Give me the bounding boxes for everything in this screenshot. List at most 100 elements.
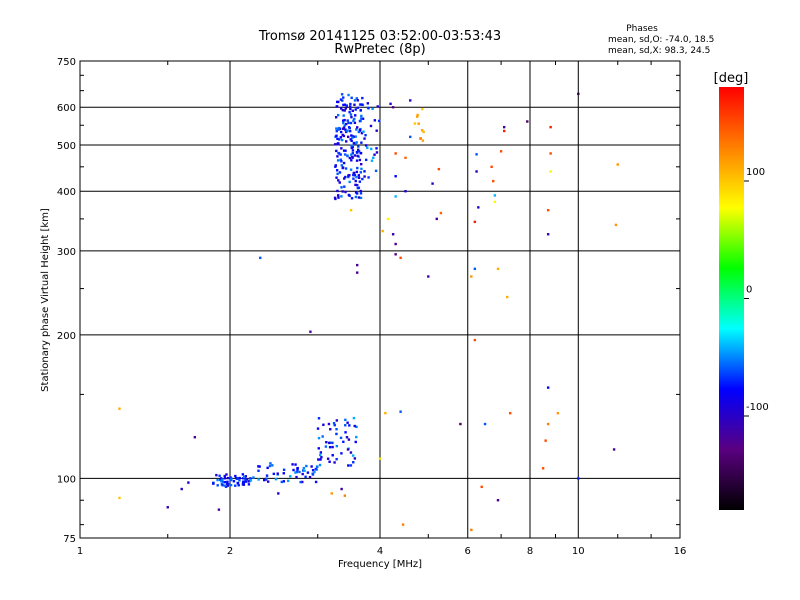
data-point [394,195,397,198]
cluster-point [337,126,341,130]
data-point [546,386,550,389]
cluster-point [363,137,366,140]
cluster-point [346,421,349,424]
data-point [526,120,529,123]
cluster-point [344,418,347,422]
data-point [381,229,384,233]
cluster-point [301,472,304,476]
x-tick-label: 2 [227,546,233,557]
cluster-point [351,155,354,159]
cluster-point [351,149,355,152]
cluster-point [295,470,298,474]
cluster-point [295,475,298,479]
cluster-point [341,166,345,169]
cluster-point [345,122,348,126]
cluster-point [361,96,364,100]
data-point [505,295,509,299]
cluster-point [348,127,351,130]
cluster-point [364,133,367,137]
cluster-point [242,483,246,486]
cluster-point [238,476,241,480]
cluster-point [344,175,347,179]
cluster-point [361,103,365,107]
data-point [473,220,477,224]
data-point [546,422,550,426]
cluster-point [257,469,260,472]
cluster-point [356,166,359,170]
cluster-point [338,171,342,174]
data-point [477,206,480,209]
cluster-point [370,147,373,151]
cluster-point [328,441,331,445]
cluster-point [219,477,223,480]
cluster-point [344,190,347,194]
cluster-point [359,189,362,193]
cluster-point [337,179,340,182]
cluster-point [252,476,255,479]
data-point [180,487,183,491]
cluster-point [236,481,240,485]
cluster-point [336,172,339,176]
cluster-point [339,98,343,101]
cluster-point [343,109,346,112]
cluster-point [358,103,362,106]
cluster-point [353,99,357,102]
cluster-point [333,461,336,464]
cluster-point [226,480,229,484]
y-tick-label: 600 [57,103,76,114]
cluster-point [226,482,229,485]
cluster-point [336,194,340,197]
cluster-point [341,119,345,122]
axis-ticks: 1 2 4 6 8 10 16 75 100 200 300 400 500 600 750 [57,57,686,557]
cluster-point [306,471,310,474]
colorbar-ticks: 100 0 -100 [744,167,769,417]
data-point [475,153,478,156]
cluster-point [343,177,346,180]
cluster-point [345,105,349,109]
cluster-point [244,480,247,483]
data-point [437,167,441,171]
cluster-point [360,103,363,106]
data-point [259,256,262,260]
cluster-point [345,104,348,107]
cluster-point [367,107,370,110]
cluster-point [234,474,237,478]
cluster-point [341,108,345,112]
cluster-point [349,121,353,125]
colorbar-tick-label: 100 [746,167,765,178]
cluster-point [241,481,245,485]
cluster-point [291,463,294,466]
cluster-point [422,130,425,134]
cluster-point [350,146,353,150]
cluster-point [357,186,361,190]
cluster-point [360,117,363,120]
cluster-point [230,477,233,480]
cluster-point [351,173,355,177]
cluster-point [356,183,359,187]
colorbar-tick-label: -100 [746,402,769,413]
cluster-point [238,479,241,482]
cluster-point [212,482,215,485]
cluster-point [340,186,343,189]
cluster-point [223,474,226,478]
cluster-point [354,108,357,111]
cluster-point [320,456,323,459]
cluster-point [374,169,378,173]
cluster-point [419,137,422,140]
cluster-point [351,151,355,155]
data-point [493,200,497,204]
cluster-point [360,131,364,135]
cluster-point [353,424,356,428]
cluster-point [413,122,417,125]
cluster-point [417,122,420,125]
data-point [502,125,506,129]
cluster-point [266,466,269,470]
cluster-point [370,159,374,162]
cluster-point [340,452,343,455]
cluster-point [344,128,347,131]
y-tick-label: 100 [57,474,76,485]
cluster-point [337,142,340,145]
cluster-point [308,475,312,479]
cluster-point [357,148,360,152]
cluster-point [343,103,347,106]
